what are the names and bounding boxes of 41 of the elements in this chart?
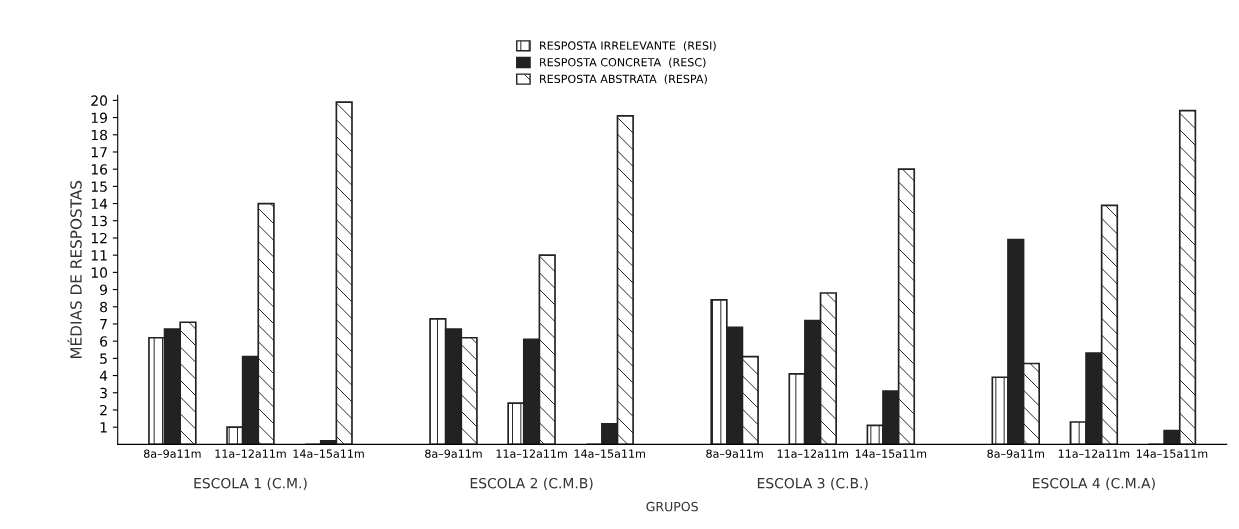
y-tick-label: 12 bbox=[91, 232, 107, 244]
y-tick-label: 13 bbox=[91, 215, 107, 227]
x-tick-label: 8a–9a11m bbox=[987, 449, 1044, 458]
text: ESCOLA 4 (C.M.A) bbox=[1033, 477, 1155, 491]
y-tick-label: 19 bbox=[91, 112, 108, 124]
text: ESCOLA 1 (C.M.) bbox=[194, 477, 307, 491]
y-tick-label: 1 bbox=[100, 422, 107, 433]
y-tick-label: 7 bbox=[100, 319, 107, 330]
x-tick-label: 8a–9a11m bbox=[143, 449, 201, 458]
x-tick-label: 11a–12a11m bbox=[215, 449, 286, 458]
y-tick-label: 14 bbox=[91, 198, 108, 209]
y-tick-label: 16 bbox=[91, 164, 108, 175]
y-tick-label: 11 bbox=[91, 250, 107, 261]
y-tick-label: 10 bbox=[91, 267, 108, 278]
text: ESCOLA 2 (C.M.B) bbox=[470, 477, 593, 491]
y-tick-label: 9 bbox=[100, 284, 108, 296]
y-tick-label: 18 bbox=[91, 129, 108, 141]
x-tick-label: 8a–9a11m bbox=[425, 449, 482, 458]
text: ESCOLA 3 (C.B.) bbox=[757, 477, 868, 491]
y-tick-label: 20 bbox=[91, 95, 108, 106]
x-tick-label: 14a–15a11m bbox=[855, 449, 927, 458]
y-tick-label: 8 bbox=[100, 301, 108, 313]
x-tick-label: 11a–12a11m bbox=[1058, 449, 1130, 458]
y-tick-label: 5 bbox=[100, 353, 107, 364]
x-tick-label: 8a–9a11m bbox=[706, 449, 763, 458]
y-tick-label: 3 bbox=[100, 387, 107, 399]
legend-label: RESPOSTA CONCRETA (RESC) bbox=[540, 57, 706, 68]
y-axis-title: MÉDIAS DE RESPOSTAS bbox=[67, 180, 82, 359]
y-tick-label: 4 bbox=[99, 370, 108, 381]
y-tick-label: 6 bbox=[100, 336, 108, 347]
x-tick-label: 11a–12a11m bbox=[496, 449, 567, 458]
y-tick-label: 17 bbox=[91, 147, 107, 158]
x-tick-label: 14a–15a11m bbox=[574, 449, 645, 458]
legend-label: RESPOSTA IRRELEVANTE (RESI) bbox=[540, 41, 716, 52]
x-tick-label: 11a–12a11m bbox=[777, 449, 848, 458]
x-tick-label: 14a–15a11m bbox=[293, 449, 364, 458]
legend-label: RESPOSTA ABSTRATA (RESPA) bbox=[540, 74, 707, 85]
x-axis-title: GRUPOS bbox=[646, 501, 698, 512]
y-tick-label: 15 bbox=[91, 181, 107, 192]
y-tick-label: 2 bbox=[100, 404, 107, 416]
x-tick-label: 14a–15a11m bbox=[1136, 449, 1208, 458]
